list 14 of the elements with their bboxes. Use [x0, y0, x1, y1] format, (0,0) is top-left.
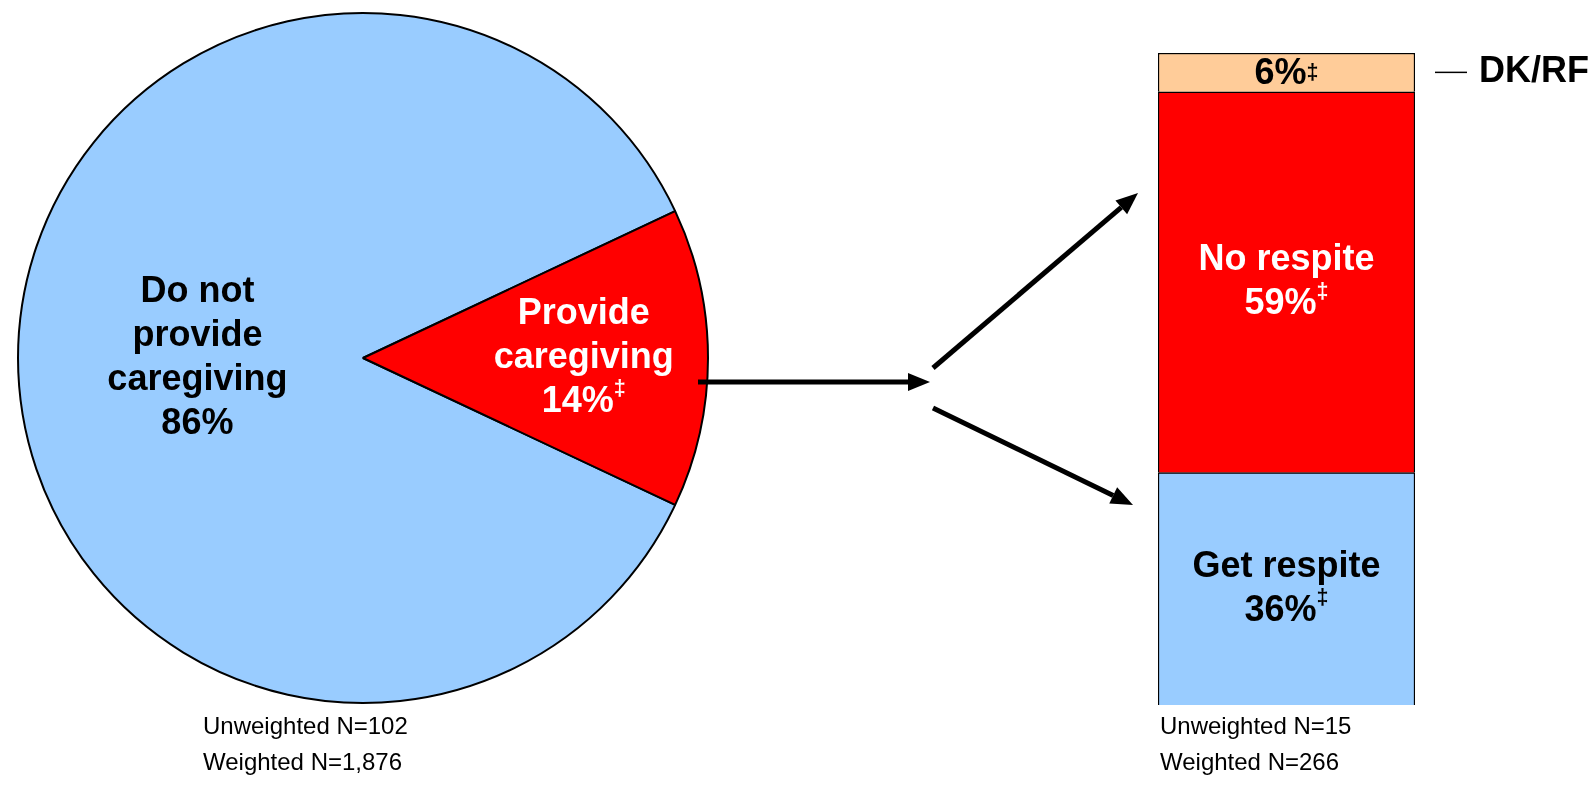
data-label: 14%‡ [541, 375, 626, 420]
series-label: DK/RF [1479, 49, 1589, 91]
data-label: 86% [161, 400, 234, 442]
text: Weighted N=1,876 [203, 747, 404, 777]
text: Weighted N=266 [1160, 747, 1340, 777]
series-label: Get respite [1192, 543, 1381, 585]
data-label: 6%‡ [1254, 51, 1319, 93]
data-label: 59%‡ [1244, 277, 1329, 323]
text: Unweighted N=102 [203, 711, 408, 741]
slice-label: Provide caregiving [493, 290, 674, 376]
series-label: No respite [1198, 237, 1375, 279]
data-label: 36%‡ [1244, 584, 1329, 629]
text: Unweighted N=15 [1160, 711, 1352, 741]
slice-label: Do not provide caregiving [107, 268, 288, 398]
